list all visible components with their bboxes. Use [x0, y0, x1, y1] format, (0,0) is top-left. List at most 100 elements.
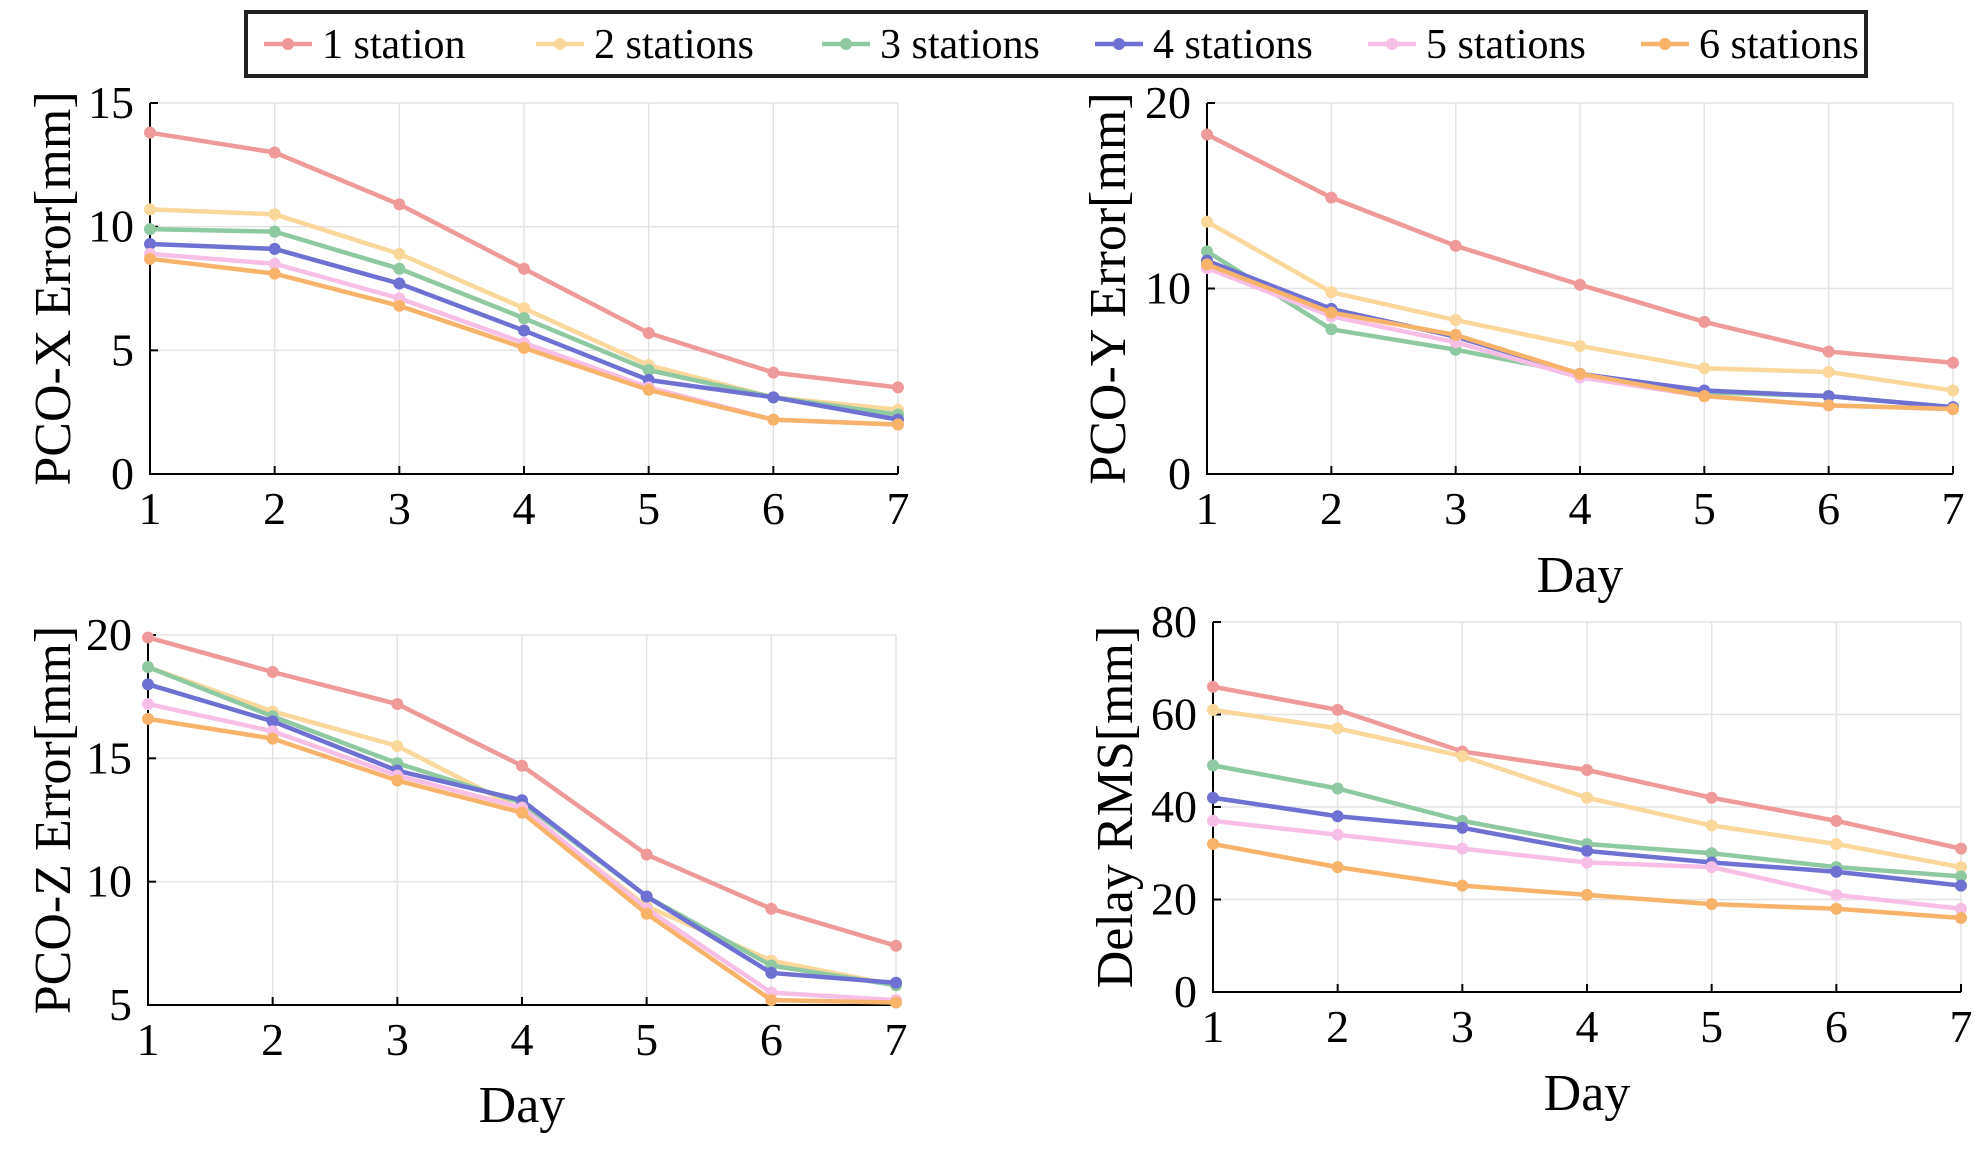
data-point: [268, 225, 281, 238]
data-point: [1581, 856, 1593, 869]
data-point: [144, 237, 156, 250]
y-axis-label: PCO-Y Error[mm]: [1080, 92, 1137, 484]
x-tick-label: 7: [885, 1014, 908, 1065]
data-point: [1207, 703, 1219, 716]
data-point: [142, 661, 154, 674]
data-point: [1955, 842, 1967, 855]
legend-box: [244, 10, 1868, 78]
series-6: [142, 712, 902, 1009]
x-axis-label: Day: [479, 1077, 566, 1134]
data-point: [1449, 239, 1462, 252]
data-point: [1456, 842, 1469, 855]
series-5: [1207, 814, 1967, 915]
data-point: [890, 996, 902, 1009]
y-tick-label: 80: [1151, 596, 1197, 647]
data-point: [1822, 399, 1835, 412]
data-point: [1705, 791, 1718, 804]
data-point: [765, 902, 778, 915]
data-point: [1456, 821, 1469, 834]
data-point: [516, 806, 528, 819]
series-4: [1207, 791, 1967, 892]
data-point: [1449, 328, 1462, 341]
x-tick-label: 5: [637, 483, 660, 534]
legend-swatch-marker: [554, 38, 566, 50]
x-tick-label: 2: [1326, 1001, 1349, 1052]
legend-label: 3 stations: [880, 22, 1040, 68]
data-point: [1574, 278, 1586, 291]
y-tick-label: 20: [86, 609, 132, 660]
legend-swatch-marker: [282, 38, 294, 50]
data-point: [1201, 215, 1213, 228]
y-tick-label: 10: [1145, 263, 1191, 314]
y-tick-label: 0: [111, 448, 134, 499]
data-point: [642, 364, 655, 377]
legend-swatch-marker: [840, 38, 852, 50]
data-point: [1822, 345, 1835, 358]
data-point: [393, 262, 406, 275]
x-tick-label: 7: [1950, 1001, 1973, 1052]
x-axis-label: Day: [1537, 547, 1624, 604]
x-tick-label: 2: [1320, 483, 1343, 534]
y-tick-label: 5: [109, 979, 132, 1030]
legend-swatch-marker: [1113, 38, 1125, 50]
data-point: [1207, 791, 1219, 804]
legend-items: 1 station 2 stations 3 stations 4 stations 5…: [264, 22, 1859, 68]
chart-panel-4: 1 2 3 4 5 6 7 0 20 40 60 80 Day Delay RMS[mm]: [1087, 596, 1973, 1122]
data-point: [1581, 888, 1593, 901]
x-tick-label: 3: [388, 483, 411, 534]
data-point: [391, 698, 404, 711]
data-point: [1331, 703, 1344, 716]
data-point: [1955, 879, 1967, 892]
x-tick-label: 4: [513, 483, 536, 534]
data-point: [642, 383, 655, 396]
legend-entry-4: 4 stations: [1095, 22, 1313, 68]
data-point: [518, 312, 530, 325]
legend-label: 4 stations: [1153, 22, 1313, 68]
data-point: [266, 715, 279, 728]
data-point: [1830, 814, 1843, 827]
data-point: [640, 890, 653, 903]
legend-entry-3: 3 stations: [822, 22, 1040, 68]
series-2: [1201, 215, 1959, 397]
data-point: [1705, 898, 1718, 911]
legend-label: 6 stations: [1699, 22, 1859, 68]
data-point: [890, 939, 902, 952]
data-point: [1325, 191, 1338, 204]
data-point: [1456, 879, 1469, 892]
y-axis-label: PCO-X Error[mm]: [25, 91, 82, 485]
data-point: [1830, 865, 1843, 878]
data-point: [144, 203, 156, 216]
data-point: [518, 324, 530, 337]
data-point: [642, 327, 655, 340]
y-tick-label: 40: [1151, 781, 1197, 832]
chart-panel-2: 1 2 3 4 5 6 7 0 10 20 Day PCO-Y Error[mm]: [1080, 77, 1965, 604]
legend-entry-5: 5 stations: [1368, 22, 1586, 68]
x-tick-label: 6: [1817, 483, 1840, 534]
data-point: [1574, 367, 1586, 380]
x-tick-label: 7: [1942, 483, 1965, 534]
data-point: [1456, 750, 1469, 763]
data-point: [890, 976, 902, 989]
data-point: [1207, 680, 1219, 693]
data-point: [1331, 861, 1344, 874]
data-point: [1331, 810, 1344, 823]
data-point: [1698, 315, 1711, 328]
x-tick-label: 1: [1202, 1001, 1225, 1052]
x-tick-label: 4: [511, 1014, 534, 1065]
legend-label: 1 station: [322, 22, 466, 68]
data-point: [1947, 384, 1959, 397]
data-point: [391, 774, 404, 787]
x-tick-label: 4: [1576, 1001, 1599, 1052]
x-tick-label: 3: [386, 1014, 409, 1065]
data-point: [1201, 258, 1213, 271]
y-axis-label: PCO-Z Error[mm]: [25, 626, 82, 1014]
data-point: [266, 666, 279, 678]
series-2: [1207, 703, 1967, 874]
legend-swatch-marker: [1659, 38, 1671, 50]
x-tick-label: 6: [762, 483, 785, 534]
data-point: [1325, 286, 1338, 299]
x-tick-label: 7: [887, 483, 910, 534]
data-point: [268, 257, 281, 270]
